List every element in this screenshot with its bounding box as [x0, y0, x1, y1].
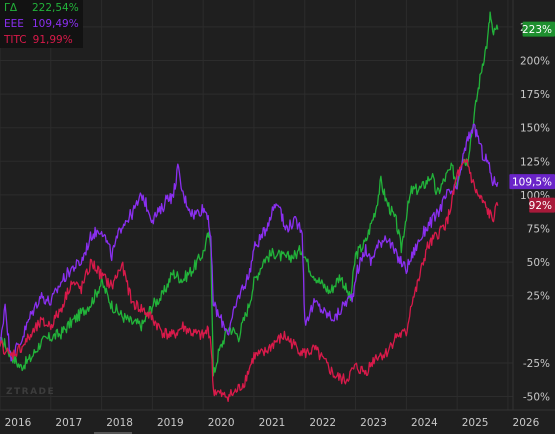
last-value-badge-1: [522, 21, 555, 37]
x-tick-label: 2021: [259, 417, 286, 429]
y-axis: 225%200%175%150%125%100%75%50%25%-25%-50…: [520, 22, 550, 404]
legend-item-eee[interactable]: EEE 109,49%: [0, 16, 83, 32]
x-tick-label: 2018: [106, 417, 133, 429]
x-tick-label: 2026: [513, 417, 540, 429]
x-tick-label: 2023: [360, 417, 387, 429]
series-lines: [0, 11, 499, 403]
y-tick-label: 175%: [520, 89, 550, 101]
last-value-label-2: 109,5%: [512, 177, 552, 189]
y-tick-label: 150%: [520, 123, 550, 135]
last-value-badge-2: [509, 174, 555, 190]
watermark-logo: ZTRADE: [6, 387, 56, 397]
series-line-2: [0, 123, 499, 362]
last-value-labels: 223% 109,5% 92%: [509, 21, 555, 213]
legend-series-value: 222,54%: [32, 2, 79, 14]
x-tick-label: 2016: [5, 417, 32, 429]
y-tick-label: -25%: [523, 358, 550, 370]
x-tick-label: 2025: [462, 417, 489, 429]
last-value-badge-3: [529, 197, 555, 213]
legend-item-gd[interactable]: ΓΔ 222,54%: [0, 0, 83, 16]
legend-series-name: TITC: [4, 34, 27, 46]
y-tick-label: 25%: [527, 291, 550, 303]
x-tick-label: 2022: [309, 417, 336, 429]
legend-series-value: 91,99%: [32, 34, 73, 46]
legend-series-name: EEE: [4, 18, 24, 30]
y-tick-label: 50%: [527, 257, 550, 269]
time-scrollbar-handle[interactable]: [94, 432, 132, 434]
grid: [0, 0, 555, 411]
series-line-3: [0, 158, 499, 403]
y-tick-label: -50%: [523, 392, 550, 404]
y-tick-label: 125%: [520, 156, 550, 168]
legend: ΓΔ 222,54% EEE 109,49% TITC 91,99%: [0, 0, 83, 48]
last-value-label-1: 223%: [522, 24, 552, 36]
y-tick-label: 200%: [520, 55, 550, 67]
x-tick-label: 2024: [411, 417, 438, 429]
legend-item-titc[interactable]: TITC 91,99%: [0, 32, 83, 48]
x-tick-label: 2019: [157, 417, 184, 429]
x-tick-label: 2020: [208, 417, 235, 429]
last-value-label-3: 92%: [529, 200, 552, 212]
x-tick-label: 2017: [55, 417, 82, 429]
series-line-1: [0, 11, 499, 377]
x-axis: 2016 2017 2018 2019 2020 2021 2022 2023 2024 2025…: [5, 417, 540, 429]
legend-series-value: 109,49%: [32, 18, 79, 30]
y-tick-label: 75%: [527, 224, 550, 236]
legend-series-name: ΓΔ: [4, 2, 18, 14]
